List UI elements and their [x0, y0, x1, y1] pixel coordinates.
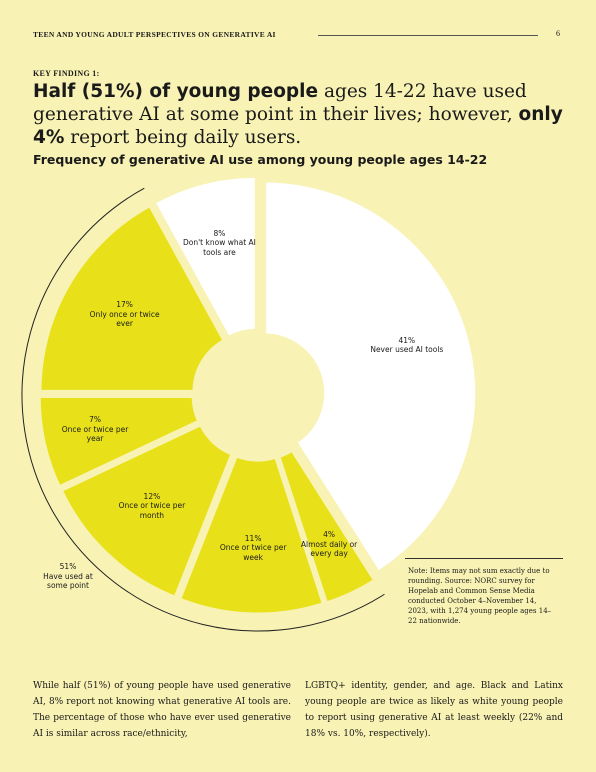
finding-label: KEY FINDING 1: [33, 69, 100, 78]
rule [318, 35, 538, 36]
rule [405, 558, 563, 559]
slice-label: 8% Don't know what AI tools are [181, 229, 257, 258]
pie-slice [38, 203, 227, 393]
slice-label: 11% Once or twice per week [215, 534, 291, 563]
pie-slice [277, 448, 377, 605]
pie-slice [152, 174, 258, 340]
headline-part: ages 14-22 have used generative AI at so… [33, 81, 527, 125]
slice-value: 17% [116, 300, 133, 310]
annotation: 51% Have used at some point [38, 562, 98, 591]
slice-label: 7% Once or twice per year [57, 415, 133, 444]
slice-category: Once or twice per week [219, 543, 287, 562]
headline-part: report being daily users. [64, 127, 302, 148]
headline: Half (51%) of young people ages 14-22 ha… [33, 80, 573, 149]
running-title: TEEN AND YOUNG ADULT PERSPECTIVES ON GEN… [33, 30, 276, 39]
pie-slice [263, 179, 479, 575]
annotation-arc [21, 187, 385, 632]
pie-slice [59, 422, 234, 600]
slice-value: 41% [398, 335, 416, 345]
slice-value: 8% [213, 228, 226, 238]
slice-category: Once or twice per year [61, 424, 129, 444]
slice-value: 7% [89, 415, 101, 425]
slice-category: Never used AI tools [370, 345, 444, 355]
headline-part: Half (51%) of young people [33, 81, 319, 102]
slice-label: 4% Almost daily or every day [291, 530, 367, 559]
annotation-text: Have used at some point [43, 571, 93, 591]
slice-category: Only once or twice ever [89, 309, 160, 329]
note: Note: Items may not sum exactly due to r… [408, 567, 552, 625]
slice-category: Once or twice per month [118, 501, 186, 520]
annotation-value: 51% [59, 562, 77, 571]
slice-label: 12% Once or twice per month [114, 492, 190, 521]
slice-value: 12% [143, 491, 161, 501]
slice-category: Don't know what AI tools are [183, 238, 256, 257]
chart [21, 174, 479, 632]
slice-value: 11% [244, 533, 262, 543]
page-number: 6 [556, 29, 560, 38]
slice-category: Almost daily or every day [300, 539, 358, 559]
body-text: While half (51%) of young people have us… [33, 681, 291, 739]
pie-slice [37, 395, 201, 489]
chart-title: Frequency of generative AI use among you… [33, 152, 488, 167]
slice-label: 41% Never used AI tools [369, 336, 445, 355]
slice-value: 4% [323, 530, 336, 540]
slice-label: 17% Only once or twice ever [87, 300, 163, 329]
pie-slice [177, 453, 326, 616]
headline-part: only 4% [33, 104, 563, 148]
body-text: LGBTQ+ identity, gender, and age. Black … [305, 681, 563, 739]
